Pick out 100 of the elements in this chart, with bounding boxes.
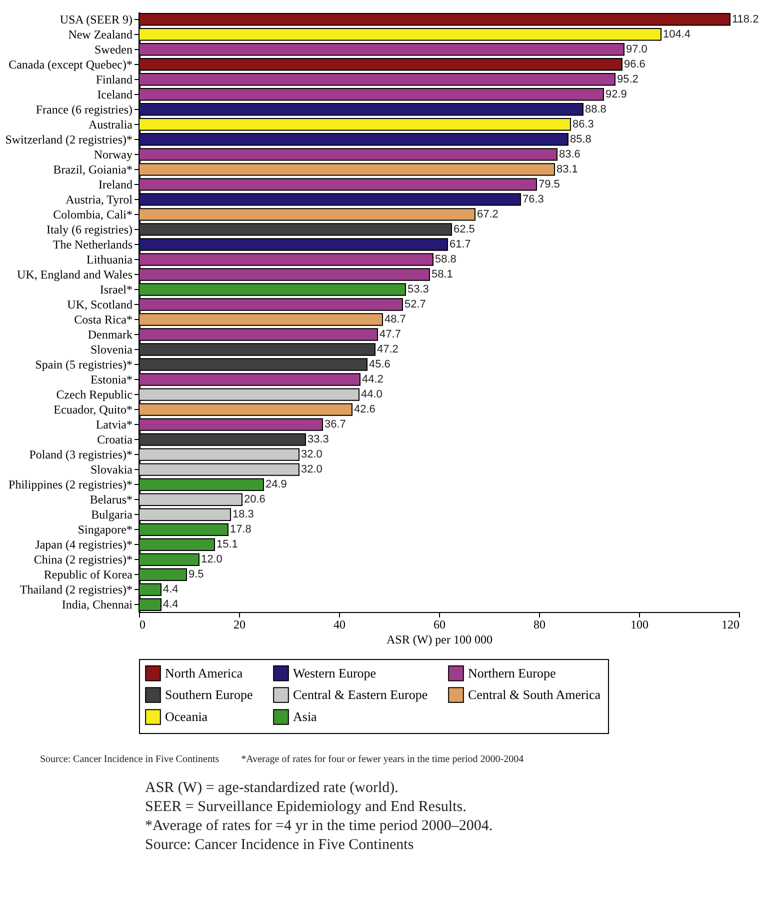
- x-tick-label: 0: [140, 618, 146, 632]
- data-label: 88.8: [585, 103, 606, 116]
- data-label: 61.7: [450, 238, 471, 250]
- y-tick-label: Czech Republic: [56, 388, 132, 402]
- data-label: 12.0: [201, 554, 222, 566]
- y-tick-label: Lithuania: [86, 252, 134, 266]
- y-tick-label: France (6 registries): [36, 102, 132, 116]
- data-label: 4.4: [163, 598, 178, 611]
- y-tick-label: Iceland: [97, 87, 132, 102]
- source-note: Source: Cancer Incidence in Five Continents: [145, 836, 415, 855]
- data-label: 4.4: [163, 584, 178, 596]
- data-label: 86.3: [572, 118, 594, 130]
- text: *Average of rates for four or fewer years in the time period 2000-2004: [241, 754, 524, 765]
- y-tick-label: Thailand (2 registries)*: [20, 582, 132, 597]
- legend-label: Northern Europe: [468, 665, 556, 680]
- legend-label: Central & Eastern Europe: [293, 687, 428, 702]
- data-label: 85.8: [570, 133, 592, 146]
- text: ASR (W) = age-standardized rate (world).: [145, 779, 400, 798]
- data-label: 24.9: [266, 478, 287, 491]
- y-tick-label: China (2 registries)*: [34, 552, 132, 567]
- y-tick-label: Australia: [88, 117, 134, 132]
- data-label: 18.3: [232, 508, 254, 521]
- data-label: 95.2: [617, 73, 638, 86]
- data-label: 47.7: [380, 328, 401, 341]
- data-label: 67.2: [477, 208, 498, 220]
- data-label: 48.7: [384, 314, 406, 326]
- data-label: 17.8: [230, 524, 252, 536]
- data-label: 32.0: [301, 464, 322, 476]
- data-label: 45.6: [369, 358, 390, 371]
- data-label: 58.8: [435, 253, 456, 266]
- y-tick-label: Singapore*: [78, 522, 132, 537]
- data-label: 15.1: [216, 538, 238, 551]
- y-tick-label: Switzerland (2 registries)*: [5, 132, 132, 146]
- y-tick-label: Republic of Korea: [44, 568, 134, 582]
- legend-label: Asia: [293, 709, 318, 724]
- data-label: 92.9: [606, 88, 627, 100]
- data-label: 118.2: [732, 13, 759, 26]
- y-tick-label: Colombia, Cali*: [53, 207, 132, 222]
- data-label: 33.3: [308, 434, 329, 446]
- legend-label: Southern Europe: [165, 687, 253, 702]
- data-label: 52.7: [404, 298, 426, 310]
- y-tick-label: Slovenia: [90, 342, 134, 357]
- data-label: 79.5: [538, 178, 560, 190]
- data-label: 9.5: [188, 568, 204, 581]
- y-tick-label: USA (SEER 9): [60, 12, 132, 26]
- data-label: 96.6: [624, 58, 646, 70]
- y-tick-label: Israel*: [100, 282, 132, 296]
- y-tick-label: Finland: [96, 72, 132, 86]
- y-tick-label: Belarus*: [90, 492, 132, 507]
- data-label: 42.6: [354, 404, 376, 416]
- x-tick-label: 60: [434, 618, 446, 632]
- x-tick-label: 20: [234, 618, 246, 632]
- data-label: 62.5: [454, 223, 475, 236]
- y-tick-label: Norway: [94, 147, 132, 162]
- data-label: 83.6: [559, 148, 580, 160]
- data-label: 36.7: [324, 418, 346, 431]
- y-tick-label: Croatia: [97, 432, 134, 447]
- legend-label: Oceania: [165, 709, 208, 724]
- data-label: 20.6: [244, 494, 266, 506]
- data-label: 104.4: [663, 28, 691, 40]
- data-label: 76.3: [522, 193, 544, 206]
- data-label: 97.0: [626, 43, 648, 56]
- y-tick-label: Italy (6 registries): [46, 222, 133, 236]
- y-tick-label: Spain (5 registries)*: [35, 358, 132, 372]
- y-tick-label: Bulgaria: [91, 508, 134, 522]
- x-tick-label: 80: [534, 618, 546, 632]
- y-tick-label: Slovakia: [90, 462, 134, 477]
- y-tick-label: Latvia*: [96, 418, 132, 432]
- y-tick-label: UK, Scotland: [67, 297, 132, 312]
- y-tick-label: New Zealand: [68, 27, 132, 42]
- y-tick-label: Japan (4 registries)*: [35, 538, 132, 552]
- y-tick-label: Brazil, Goiania*: [53, 162, 132, 176]
- y-tick-label: Estonia*: [90, 372, 132, 387]
- y-tick-label: Austria, Tyrol: [66, 192, 134, 206]
- data-label: 47.2: [377, 344, 398, 356]
- text: *Average of rates for =4 yr in the time period 2000–2004.: [145, 817, 494, 836]
- legend-label: Central & South America: [468, 687, 601, 702]
- data-label: 58.1: [432, 268, 453, 280]
- data-label: 44.0: [361, 388, 382, 401]
- legend-label: Western Europe: [293, 665, 376, 680]
- x-tick-label: 120: [722, 618, 740, 632]
- text: SEER = Surveillance Epidemiology and End Results.: [145, 798, 468, 817]
- data-label: 53.3: [408, 283, 429, 296]
- y-tick-label: India, Chennai: [62, 598, 134, 612]
- x-axis-title: ASR (W) per 100 000: [386, 632, 492, 646]
- y-tick-label: Poland (3 registries)*: [29, 448, 132, 462]
- x-tick-label: 100: [630, 618, 648, 632]
- y-tick-label: The Netherlands: [52, 237, 133, 252]
- source-note: Source: Cancer Incidence in Five Continents: [40, 754, 220, 765]
- y-tick-label: Denmark: [88, 328, 132, 342]
- y-tick-label: UK, England and Wales: [17, 267, 133, 282]
- y-tick-label: Sweden: [94, 42, 132, 56]
- data-label: 32.0: [301, 448, 322, 461]
- y-tick-label: Ecuador, Quito*: [54, 402, 132, 417]
- y-tick-label: Costa Rica*: [74, 312, 132, 327]
- x-tick-label: 40: [334, 618, 346, 632]
- y-tick-label: Canada (except Quebec)*: [8, 57, 132, 72]
- y-tick-label: Ireland: [98, 177, 132, 192]
- legend-label: North America: [165, 665, 243, 680]
- y-tick-label: Philippines (2 registries)*: [8, 478, 132, 492]
